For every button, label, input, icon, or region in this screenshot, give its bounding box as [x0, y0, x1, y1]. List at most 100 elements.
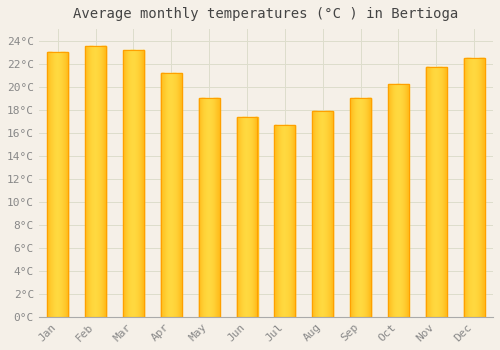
Bar: [328, 111, 329, 317]
Bar: [215, 98, 216, 317]
Bar: [216, 98, 217, 317]
Bar: [175, 73, 176, 317]
Bar: [390, 84, 392, 317]
Bar: [288, 125, 289, 317]
Bar: [426, 67, 427, 317]
Bar: [137, 50, 138, 317]
Bar: [320, 111, 321, 317]
Title: Average monthly temperatures (°C ) in Bertioga: Average monthly temperatures (°C ) in Be…: [74, 7, 458, 21]
Bar: [207, 98, 208, 317]
Bar: [178, 73, 179, 317]
Bar: [402, 84, 404, 317]
Bar: [171, 73, 172, 317]
Bar: [201, 98, 202, 317]
Bar: [277, 125, 278, 317]
Bar: [239, 117, 240, 317]
Bar: [92, 46, 93, 317]
Bar: [165, 73, 166, 317]
Bar: [177, 73, 178, 317]
Bar: [359, 98, 360, 317]
Bar: [242, 117, 243, 317]
Bar: [476, 58, 477, 317]
Bar: [94, 46, 96, 317]
Bar: [138, 50, 140, 317]
Bar: [481, 58, 482, 317]
Bar: [392, 84, 394, 317]
Bar: [294, 125, 296, 317]
Bar: [329, 111, 330, 317]
Bar: [217, 98, 218, 317]
Bar: [98, 46, 99, 317]
Bar: [139, 50, 140, 317]
Bar: [398, 84, 399, 317]
Bar: [315, 111, 316, 317]
Bar: [317, 111, 318, 317]
Bar: [426, 67, 446, 317]
Bar: [476, 58, 478, 317]
Bar: [48, 52, 68, 317]
Bar: [97, 46, 98, 317]
Bar: [161, 73, 182, 317]
Bar: [253, 117, 254, 317]
Bar: [211, 98, 212, 317]
Bar: [143, 50, 144, 317]
Bar: [399, 84, 400, 317]
Bar: [161, 73, 162, 317]
Bar: [287, 125, 288, 317]
Bar: [274, 125, 275, 317]
Bar: [469, 58, 470, 317]
Bar: [353, 98, 354, 317]
Bar: [104, 46, 105, 317]
Bar: [286, 125, 287, 317]
Bar: [361, 98, 362, 317]
Bar: [312, 111, 333, 317]
Bar: [433, 67, 434, 317]
Bar: [132, 50, 133, 317]
Bar: [88, 46, 89, 317]
Bar: [408, 84, 409, 317]
Bar: [350, 98, 371, 317]
Bar: [255, 117, 256, 317]
Bar: [282, 125, 283, 317]
Bar: [60, 52, 61, 317]
Bar: [208, 98, 209, 317]
Bar: [294, 125, 295, 317]
Bar: [55, 52, 56, 317]
Bar: [169, 73, 170, 317]
Bar: [440, 67, 441, 317]
Bar: [431, 67, 432, 317]
Bar: [436, 67, 437, 317]
Bar: [360, 98, 361, 317]
Bar: [363, 98, 364, 317]
Bar: [321, 111, 322, 317]
Bar: [464, 58, 465, 317]
Bar: [364, 98, 365, 317]
Bar: [401, 84, 402, 317]
Bar: [322, 111, 323, 317]
Bar: [403, 84, 404, 317]
Bar: [446, 67, 447, 317]
Bar: [479, 58, 480, 317]
Bar: [126, 50, 127, 317]
Bar: [330, 111, 331, 317]
Bar: [314, 111, 315, 317]
Bar: [200, 98, 201, 317]
Bar: [434, 67, 435, 317]
Bar: [210, 98, 211, 317]
Bar: [134, 50, 135, 317]
Bar: [166, 73, 167, 317]
Bar: [131, 50, 132, 317]
Bar: [236, 117, 258, 317]
Bar: [467, 58, 468, 317]
Bar: [141, 50, 142, 317]
Bar: [313, 111, 314, 317]
Bar: [163, 73, 164, 317]
Bar: [243, 117, 244, 317]
Bar: [351, 98, 352, 317]
Bar: [438, 67, 439, 317]
Bar: [123, 50, 124, 317]
Bar: [292, 125, 293, 317]
Bar: [331, 111, 332, 317]
Bar: [291, 125, 292, 317]
Bar: [245, 117, 246, 317]
